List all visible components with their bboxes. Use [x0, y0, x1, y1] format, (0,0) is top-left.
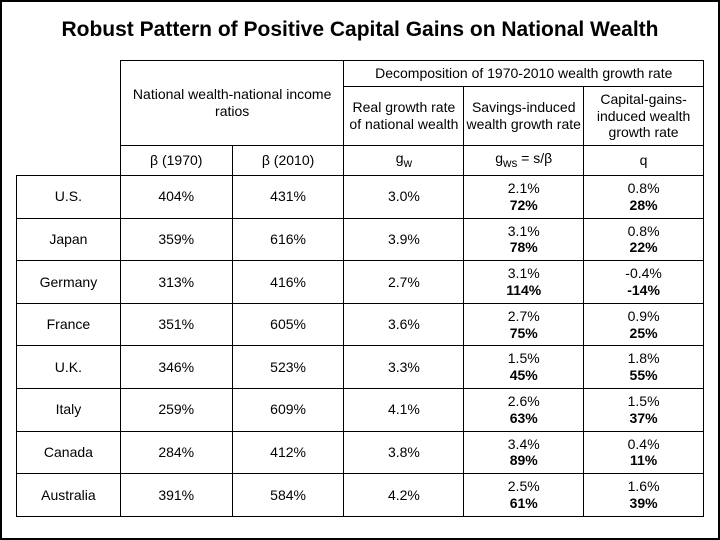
cell-gw: 3.0% [344, 175, 464, 218]
header-row-3: β (1970) β (2010) gw gws = s/β q [17, 146, 704, 176]
cell-beta2010: 609% [232, 388, 344, 431]
cell-country: France [17, 303, 121, 346]
cell-beta1970: 351% [120, 303, 232, 346]
cell-gw: 4.1% [344, 388, 464, 431]
table-row: Italy259%609%4.1%2.6%63%1.5%37% [17, 388, 704, 431]
cell-savings: 2.5%61% [464, 474, 584, 517]
cell-gw: 3.9% [344, 218, 464, 261]
cell-capital: 1.8%55% [584, 346, 704, 389]
header-decomp: Decomposition of 1970-2010 wealth growth… [344, 61, 704, 87]
slide-title: Robust Pattern of Positive Capital Gains… [16, 18, 704, 42]
header-capital: Capital-gains-induced wealth growth rate [584, 86, 704, 145]
cell-savings: 3.1%114% [464, 261, 584, 304]
table-row: France351%605%3.6%2.7%75%0.9%25% [17, 303, 704, 346]
header-gws: gws = s/β [464, 146, 584, 176]
cell-country: U.S. [17, 175, 121, 218]
cell-country: Japan [17, 218, 121, 261]
cell-capital: 0.8%28% [584, 175, 704, 218]
cell-country: Germany [17, 261, 121, 304]
header-q: q [584, 146, 704, 176]
cell-savings: 3.4%89% [464, 431, 584, 474]
cell-gw: 3.8% [344, 431, 464, 474]
cell-beta2010: 431% [232, 175, 344, 218]
header-gw: gw [344, 146, 464, 176]
cell-savings: 1.5%45% [464, 346, 584, 389]
cell-country: Italy [17, 388, 121, 431]
table-row: U.S.404%431%3.0%2.1%72%0.8%28% [17, 175, 704, 218]
cell-beta1970: 359% [120, 218, 232, 261]
cell-capital: 0.9%25% [584, 303, 704, 346]
cell-capital: 1.6%39% [584, 474, 704, 517]
cell-beta1970: 313% [120, 261, 232, 304]
cell-beta1970: 404% [120, 175, 232, 218]
blank-corner [17, 61, 121, 176]
cell-beta2010: 523% [232, 346, 344, 389]
cell-savings: 2.1%72% [464, 175, 584, 218]
header-beta1970: β (1970) [120, 146, 232, 176]
wealth-table: National wealth-national income ratios D… [16, 60, 704, 517]
cell-beta1970: 346% [120, 346, 232, 389]
cell-beta2010: 605% [232, 303, 344, 346]
cell-savings: 2.6%63% [464, 388, 584, 431]
cell-country: U.K. [17, 346, 121, 389]
table-row: Germany313%416%2.7%3.1%114%-0.4%-14% [17, 261, 704, 304]
table-row: Australia391%584%4.2%2.5%61%1.6%39% [17, 474, 704, 517]
table-body: U.S.404%431%3.0%2.1%72%0.8%28%Japan359%6… [17, 175, 704, 516]
table-row: U.K.346%523%3.3%1.5%45%1.8%55% [17, 346, 704, 389]
table-row: Canada284%412%3.8%3.4%89%0.4%11% [17, 431, 704, 474]
header-ratios: National wealth-national income ratios [120, 61, 344, 146]
cell-gw: 3.3% [344, 346, 464, 389]
cell-gw: 4.2% [344, 474, 464, 517]
header-beta2010: β (2010) [232, 146, 344, 176]
cell-capital: 0.8%22% [584, 218, 704, 261]
cell-capital: 1.5%37% [584, 388, 704, 431]
slide-frame: Robust Pattern of Positive Capital Gains… [0, 0, 720, 540]
cell-beta2010: 412% [232, 431, 344, 474]
cell-beta1970: 391% [120, 474, 232, 517]
header-row-1: National wealth-national income ratios D… [17, 61, 704, 87]
cell-gw: 2.7% [344, 261, 464, 304]
header-savings: Savings-induced wealth growth rate [464, 86, 584, 145]
cell-beta2010: 416% [232, 261, 344, 304]
cell-savings: 3.1%78% [464, 218, 584, 261]
cell-capital: -0.4%-14% [584, 261, 704, 304]
cell-beta2010: 584% [232, 474, 344, 517]
cell-beta1970: 259% [120, 388, 232, 431]
table-row: Japan359%616%3.9%3.1%78%0.8%22% [17, 218, 704, 261]
cell-savings: 2.7%75% [464, 303, 584, 346]
cell-country: Australia [17, 474, 121, 517]
cell-country: Canada [17, 431, 121, 474]
cell-gw: 3.6% [344, 303, 464, 346]
cell-capital: 0.4%11% [584, 431, 704, 474]
cell-beta1970: 284% [120, 431, 232, 474]
header-real: Real growth rate of national wealth [344, 86, 464, 145]
cell-beta2010: 616% [232, 218, 344, 261]
